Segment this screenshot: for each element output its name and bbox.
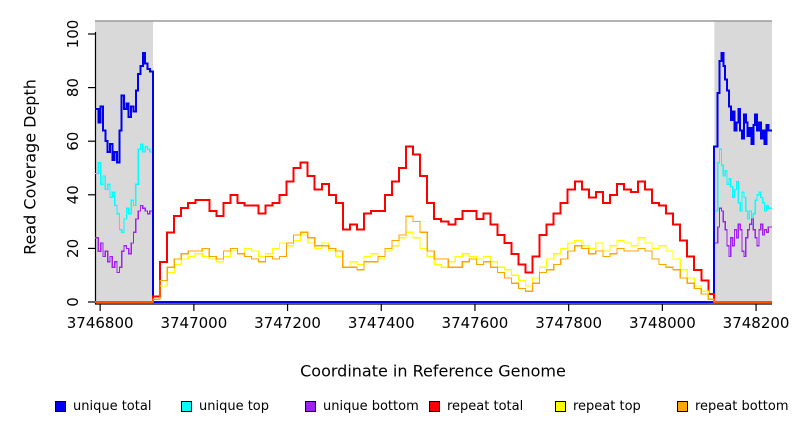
y-tick-label: 100 xyxy=(64,20,82,49)
legend-swatch-icon xyxy=(555,400,566,412)
series-repeat-top-line xyxy=(95,231,772,303)
legend-label: repeat top xyxy=(573,398,641,414)
x-tick-label: 3747400 xyxy=(348,314,415,332)
legend-item-repeat-total: repeat total xyxy=(429,398,524,414)
y-tick-label: 40 xyxy=(64,185,82,204)
legend-swatch-icon xyxy=(429,400,440,412)
y-axis-label: Read Coverage Depth xyxy=(20,79,40,255)
legend-label: unique total xyxy=(73,398,152,414)
legend-item-repeat-top: repeat top xyxy=(555,398,641,414)
x-tick-label: 3747200 xyxy=(254,314,321,332)
y-tick-label: 60 xyxy=(64,132,82,151)
y-tick-label: 0 xyxy=(64,297,82,307)
legend-label: unique top xyxy=(199,398,270,414)
legend-swatch-icon xyxy=(55,400,66,412)
legend-item-repeat-bottom: repeat bottom xyxy=(677,398,789,414)
x-axis-label: Coordinate in Reference Genome xyxy=(300,361,566,381)
series-unique-top-line xyxy=(95,143,772,303)
legend-swatch-icon xyxy=(181,400,192,412)
y-tick-label: 20 xyxy=(64,239,82,258)
legend-swatch-icon xyxy=(305,400,316,412)
series-unique-total-line xyxy=(95,51,772,303)
legend-item-unique-bottom: unique bottom xyxy=(305,398,419,414)
x-tick-label: 3747600 xyxy=(442,314,509,332)
legend-item-unique-top: unique top xyxy=(181,398,270,414)
series-unique-bottom-line xyxy=(95,204,772,303)
y-tick-label: 80 xyxy=(64,78,82,97)
legend-label: repeat total xyxy=(447,398,524,414)
shaded-region-unique-right xyxy=(714,21,772,303)
x-tick-label: 3747800 xyxy=(535,314,602,332)
legend-swatch-icon xyxy=(677,400,688,412)
series-repeat-total-line xyxy=(95,145,772,303)
series-repeat-bottom-line xyxy=(95,215,772,303)
x-tick-label: 3746800 xyxy=(67,314,134,332)
legend-label: repeat bottom xyxy=(695,398,789,414)
x-tick-label: 3748200 xyxy=(723,314,790,332)
legend-item-unique-total: unique total xyxy=(55,398,152,414)
legend-label: unique bottom xyxy=(323,398,419,414)
x-tick-label: 3748000 xyxy=(629,314,696,332)
x-tick-label: 3747000 xyxy=(160,314,227,332)
